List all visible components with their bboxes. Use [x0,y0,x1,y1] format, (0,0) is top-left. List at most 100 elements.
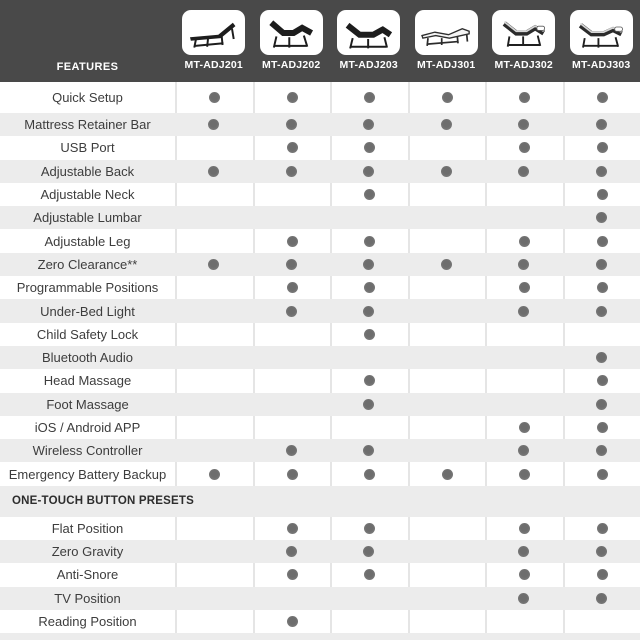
product-model-label: MT-ADJ302 [494,59,553,71]
value-cell-mt-adj301 [407,609,486,634]
value-cell-mt-adj302 [485,82,563,113]
section-title: ONE-TOUCH BUTTON PRESETS [12,495,194,508]
included-dot [208,258,220,270]
included-dot [286,522,298,534]
included-dot [518,445,530,457]
value-cell-mt-adj303 [562,609,640,634]
feature-row: Mattress Retainer Bar [0,113,640,137]
value-cell-mt-adj203 [330,253,408,276]
value-cell-mt-adj302 [485,206,563,229]
feature-name: Mattress Retainer Bar [24,117,151,133]
included-dot [364,375,376,387]
product-image-box[interactable] [337,10,401,55]
feature-row: Programmable Positions [0,276,640,300]
included-dot [518,258,530,270]
included-dot [286,616,298,628]
value-cell-mt-adj302 [485,462,563,486]
value-cell-mt-adj202 [253,346,331,369]
value-cell-mt-adj303 [562,182,640,207]
value-cell-mt-adj203 [330,415,408,440]
value-cell-mt-adj303 [562,229,640,253]
table-header: FEATURES MT-ADJ201 MT-ADJ202 MT-ADJ203 M… [0,0,640,82]
value-cell-mt-adj301 [408,206,486,229]
value-cell-mt-adj201 [175,540,253,563]
value-cell-mt-adj303 [563,160,640,183]
value-cell-mt-adj201 [175,229,253,253]
included-dot [209,92,221,103]
product-image-box[interactable] [569,10,633,55]
included-dot [364,92,376,103]
product-column-mt-adj301: MT-ADJ301 [408,0,486,82]
product-image-box[interactable] [414,10,478,55]
value-cell-mt-adj301 [407,136,486,160]
value-cell-mt-adj301 [407,415,486,440]
value-cell-mt-adj201 [175,393,253,416]
feature-row: Reading Position [0,609,640,634]
feature-name: Adjustable Neck [40,187,135,203]
value-cell-mt-adj203 [330,587,408,610]
included-dot [595,352,607,364]
included-dot [286,235,298,247]
value-cell-mt-adj303 [562,136,640,160]
features-header-label: FEATURES [56,61,119,73]
feature-name: Quick Setup [52,90,123,105]
value-cell-mt-adj201 [175,439,253,462]
value-cell-mt-adj303 [562,322,640,346]
value-cell-mt-adj302 [485,415,563,440]
value-cell-mt-adj201 [175,113,253,136]
included-dot [595,212,607,224]
value-cell-mt-adj203 [330,160,408,183]
included-dot [208,165,220,177]
included-dot [441,92,453,103]
included-dot [596,422,608,433]
included-dot [285,119,297,131]
product-image-box[interactable] [259,10,323,55]
feature-row: iOS / Android APP [0,415,640,440]
value-cell-mt-adj201 [175,299,253,322]
value-cell-mt-adj202 [253,160,331,183]
included-dot [595,258,607,270]
features-header-cell: FEATURES [0,0,175,82]
included-dot [596,375,608,387]
bed-adjustable-dark-alt-icon [342,15,396,51]
included-dot [595,165,607,177]
included-dot [364,189,376,201]
feature-name: Anti-Snore [56,567,119,583]
value-cell-mt-adj303 [563,393,640,416]
value-cell-mt-adj202 [253,253,331,276]
feature-row: Wireless Controller [0,439,640,463]
product-column-mt-adj202: MT-ADJ202 [253,0,331,82]
value-cell-mt-adj302 [485,587,563,610]
included-dot [285,258,297,270]
value-cell-mt-adj203 [330,299,408,322]
value-cell-mt-adj203 [330,82,408,113]
product-image-box[interactable] [492,10,556,55]
included-dot [363,445,375,457]
section-header: ONE-TOUCH BUTTON PRESETS [0,485,640,517]
value-cell-mt-adj203 [330,229,408,253]
feature-row: Adjustable Neck [0,182,640,207]
value-cell-mt-adj202 [252,415,331,440]
included-dot [596,235,608,247]
value-cell-mt-adj203 [330,540,408,563]
bed-flat-dark-icon [187,15,241,51]
value-cell-mt-adj302 [485,563,563,587]
feature-row: Bluetooth Audio [0,345,640,370]
feature-name: Flat Position [51,520,124,536]
included-dot [596,282,608,294]
value-cell-mt-adj201 [175,609,253,634]
value-cell-mt-adj303 [562,369,640,393]
value-cell-mt-adj303 [562,462,640,486]
value-cell-mt-adj302 [485,276,563,300]
value-cell-mt-adj201 [175,462,253,486]
value-cell-mt-adj201 [175,276,253,300]
value-cell-mt-adj302 [485,160,563,183]
value-cell-mt-adj301 [407,322,486,346]
value-cell-mt-adj202 [253,299,331,322]
feature-name: Adjustable Leg [44,233,131,249]
included-dot [285,165,297,177]
included-dot [363,119,375,131]
product-image-box[interactable] [182,10,246,55]
included-dot [595,305,607,317]
value-cell-mt-adj202 [252,462,331,486]
